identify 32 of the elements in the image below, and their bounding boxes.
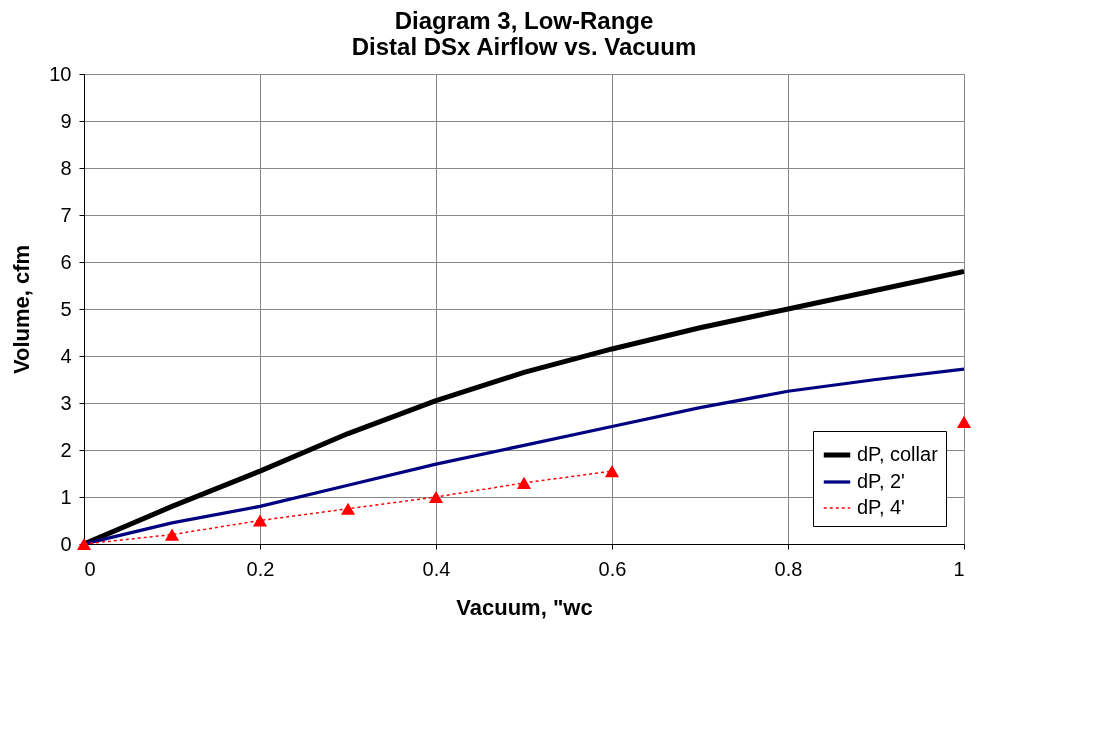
point [428,490,444,504]
x-axis-title: Vacuum, "wc [456,594,593,620]
y-tick-label: 2 [60,438,72,461]
text: Distal DSx Airflow vs. Vacuum [351,33,697,60]
x-tick-label: 1 [953,557,965,580]
legend-label: dP, collar [857,443,939,465]
x-tick-label: 0 [84,557,96,580]
point [956,415,972,428]
x-tick-label: 0.8 [774,557,803,580]
y-tick-label: 9 [60,109,72,132]
y-tick-label: 4 [60,344,72,367]
legend-label: dP, 4' [857,496,905,518]
legend-label: dP, 2' [857,470,905,492]
point [604,465,620,478]
y-axis-title: Volume, cfm [9,244,35,375]
point [164,528,180,541]
y-tick-label: 0 [60,532,72,555]
point [340,502,356,515]
x-tick-label: 0.6 [598,557,627,580]
y-tick-label: 6 [60,250,72,273]
point [516,476,532,490]
y-tick-label: 1 [60,485,72,508]
point [76,537,92,551]
x-tick-label: 0.4 [422,557,451,580]
y-tick-label: 7 [60,203,72,226]
x-tick-label: 0.2 [246,557,275,580]
y-tick-label: 8 [60,156,72,179]
point [252,514,268,527]
y-tick-label: 3 [60,391,72,414]
text: Diagram 3, Low-Range [394,7,654,34]
y-tick-label: 5 [60,297,72,320]
y-tick-label: 10 [49,62,72,85]
